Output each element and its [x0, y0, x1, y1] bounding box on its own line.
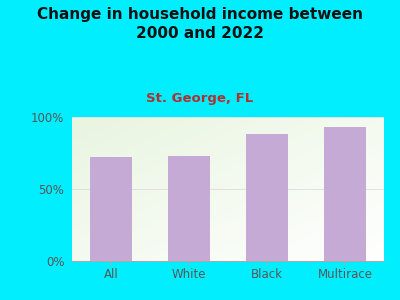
Bar [90, 157, 132, 261]
Bar [168, 156, 210, 261]
Bar [246, 134, 288, 261]
Text: St. George, FL: St. George, FL [146, 92, 254, 104]
Text: Change in household income between
2000 and 2022: Change in household income between 2000 … [37, 8, 363, 41]
Bar [324, 127, 366, 261]
